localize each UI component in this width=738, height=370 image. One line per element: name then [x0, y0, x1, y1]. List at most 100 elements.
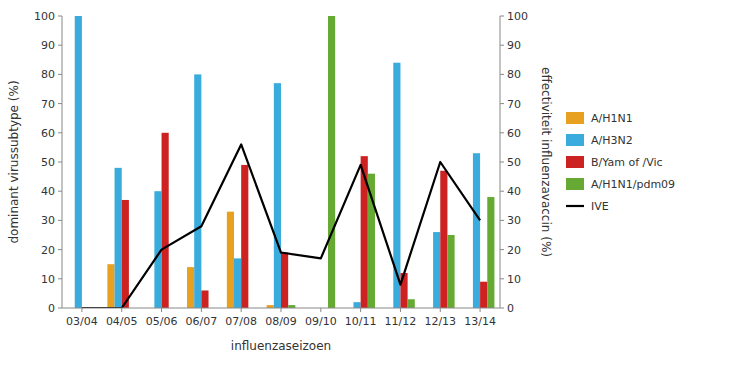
bar [473, 153, 480, 308]
x-tick-label: 07/08 [225, 315, 257, 328]
x-tick [360, 308, 361, 312]
y2-tick [500, 103, 504, 104]
y-tick [58, 278, 62, 279]
bar [281, 253, 288, 308]
marks [75, 16, 495, 308]
y-tick-label: 70 [41, 98, 55, 111]
x-tick [320, 308, 321, 312]
legend: A/H1N1 A/H3N2 B/Yam of /Vic A/H1N1/pdm09 IVE [566, 112, 675, 213]
y2-tick-label: 80 [507, 68, 521, 81]
y2-tick [500, 162, 504, 163]
y2-tick-label: 50 [507, 156, 521, 169]
y-tick-label: 80 [41, 68, 55, 81]
y2-tick [500, 191, 504, 192]
y-axis-label: dominant virussubtype (%) [7, 80, 21, 243]
x-tick [241, 308, 242, 312]
bar [433, 232, 440, 308]
bar-series [75, 16, 480, 308]
line [82, 144, 480, 308]
x-tick [480, 308, 481, 312]
y2-tick [500, 74, 504, 75]
y-tick [58, 45, 62, 46]
y-tick [58, 162, 62, 163]
bar [408, 299, 415, 308]
y2-tick [500, 132, 504, 133]
x-tick-label: 12/13 [424, 315, 456, 328]
bar [440, 171, 447, 308]
legend-label: A/H1N1/pdm09 [591, 178, 675, 191]
y-tick [58, 191, 62, 192]
legend-label: A/H3N2 [591, 134, 633, 147]
y2-tick-label: 100 [507, 10, 528, 23]
bar [353, 302, 360, 308]
x-tick-label: 06/07 [186, 315, 218, 328]
y-tick-label: 40 [41, 185, 55, 198]
y2-tick [500, 278, 504, 279]
y2-tick-label: 10 [507, 273, 521, 286]
y2-tick [500, 249, 504, 250]
x-tick [81, 308, 82, 312]
bar-series [122, 133, 488, 308]
y2-tick-label: 70 [507, 98, 521, 111]
x-tick-label: 08/09 [265, 315, 297, 328]
x-tick [281, 308, 282, 312]
y-tick-label: 100 [34, 10, 55, 23]
x-tick-label: 05/06 [146, 315, 178, 328]
bar [241, 165, 248, 308]
y-tick [58, 132, 62, 133]
y2-tick-label: 20 [507, 244, 521, 257]
bar-series [288, 16, 494, 308]
x-tick-label: 13/14 [464, 315, 496, 328]
x-tick-label: 09/10 [305, 315, 337, 328]
y-tick [58, 308, 62, 309]
y-tick-label: 60 [41, 127, 55, 140]
chart-container: 0102030405060708090100010203040506070809… [0, 0, 738, 370]
y2-axis-label: effectiviteit influenzavaccin (%) [539, 67, 553, 257]
legend-label: A/H1N1 [591, 112, 633, 125]
y2-tick [500, 220, 504, 221]
legend-swatch [566, 156, 584, 168]
y-tick [58, 74, 62, 75]
legend-label: IVE [591, 200, 609, 213]
bar [162, 133, 169, 308]
legend-label: B/Yam of /Vic [591, 156, 663, 169]
y2-tick-label: 30 [507, 214, 521, 227]
y2-tick [500, 45, 504, 46]
bar [234, 258, 241, 308]
y2-tick-label: 90 [507, 39, 521, 52]
bar [122, 200, 129, 308]
bar [107, 264, 114, 308]
x-tick-label: 03/04 [66, 315, 98, 328]
y2-tick [500, 308, 504, 309]
chart-svg: 0102030405060708090100010203040506070809… [0, 0, 738, 370]
y2-tick-label: 60 [507, 127, 521, 140]
y2-tick [500, 16, 504, 17]
page: {"chart_data": { "type": "bar", "x_label… [0, 0, 738, 370]
bar [227, 212, 234, 308]
x-tick-label: 11/12 [385, 315, 417, 328]
bar [274, 83, 281, 308]
y-tick-label: 50 [41, 156, 55, 169]
bar [201, 290, 208, 308]
y-tick [58, 249, 62, 250]
bar [447, 235, 454, 308]
legend-swatch [566, 134, 584, 146]
y-tick [58, 103, 62, 104]
bar [487, 197, 494, 308]
x-tick [400, 308, 401, 312]
y-tick [58, 16, 62, 17]
x-tick-label: 10/11 [345, 315, 377, 328]
legend-swatch [566, 112, 584, 124]
x-tick [440, 308, 441, 312]
x-tick [121, 308, 122, 312]
x-tick [161, 308, 162, 312]
bar [75, 16, 82, 308]
y-tick-label: 30 [41, 214, 55, 227]
bar [480, 282, 487, 308]
y-tick-label: 10 [41, 273, 55, 286]
x-tick [201, 308, 202, 312]
bar [115, 168, 122, 308]
legend-swatch [566, 178, 584, 190]
legend-swatch [566, 205, 584, 207]
y2-tick-label: 40 [507, 185, 521, 198]
